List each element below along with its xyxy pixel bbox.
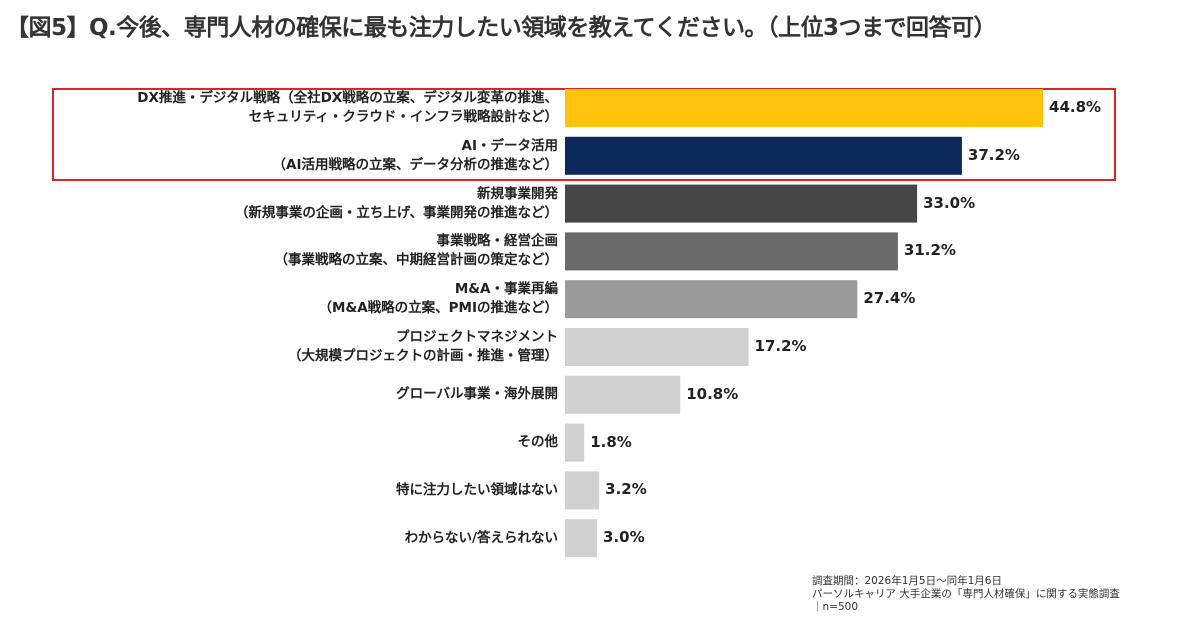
category-label-line: DX推進・デジタル戦略（全社DX戦略の立案、デジタル変革の推進、 (137, 90, 558, 106)
bar (565, 89, 1044, 127)
sample-size: ｜n=500 (812, 601, 858, 613)
category-label: 事業戦略・経営企画 （事業戦略の立案、中期経営計画の策定など） (275, 232, 559, 270)
category-label: その他 (518, 433, 559, 452)
value-label: 37.2% (967, 145, 1020, 164)
chart-title: 【図5】Q.今後、専門人材の確保に最も注力したい領域を教えてください。（上位3つ… (6, 15, 996, 41)
bar (565, 184, 918, 223)
bar (565, 423, 585, 462)
category-label-line: （M&A戦略の立案、PMIの推進など） (318, 300, 558, 317)
category-label: M&A・事業再編 （M&A戦略の立案、PMIの推進など） (318, 280, 558, 318)
bar (565, 375, 681, 414)
category-label-line: M&A・事業再編 (454, 281, 558, 298)
bar (565, 280, 858, 319)
category-label-line: 新規事業開発 (477, 185, 558, 202)
value-label: 31.2% (903, 241, 956, 260)
category-label-line: （大規模プロジェクトの計画・推進・管理） (288, 348, 558, 364)
category-label-line: グローバル事業・海外展開 (396, 386, 558, 403)
value-label: 27.4% (863, 289, 916, 308)
category-label-line: （新規事業の企画・立ち上げ、事業開発の推進など） (234, 204, 558, 221)
value-label: 3.0% (603, 528, 645, 547)
category-label-line: AI・データ活用 (461, 137, 558, 154)
category-label: プロジェクトマネジメント （大規模プロジェクトの計画・推進・管理） (288, 328, 558, 366)
value-label: 1.8% (590, 432, 632, 451)
bar (565, 471, 600, 510)
category-label-line: （事業戦略の立案、中期経営計画の策定など） (274, 252, 559, 269)
category-label-line: （AI活用戦略の立案、データ分析の推進など） (272, 156, 558, 173)
category-label-line: 特に注力したい領域はない (396, 481, 558, 498)
bar (565, 136, 962, 175)
category-label-line: プロジェクトマネジメント (396, 329, 558, 345)
value-label: 44.8% (1049, 98, 1102, 116)
category-label-line: セキュリティ・クラウド・インフラ戦略設計など） (248, 109, 558, 125)
category-label-line: その他 (517, 434, 559, 451)
value-label: 3.2% (605, 480, 647, 499)
value-label: 10.8% (686, 384, 739, 403)
category-label: グローバル事業・海外展開 (396, 385, 558, 404)
bar (565, 519, 598, 558)
category-label: 新規事業開発 （新規事業の企画・立ち上げ、事業開発の推進など） (235, 185, 558, 223)
category-label: DX推進・デジタル戦略（全社DX戦略の立案、デジタル変革の推進、セキュリティ・ク… (137, 89, 558, 127)
bar (565, 328, 749, 366)
bar (565, 232, 898, 271)
value-label: 33.0% (923, 193, 976, 212)
category-label: わからない/答えられない (405, 529, 558, 548)
category-label: 特に注力したい領域はない (396, 481, 558, 500)
survey-period: 調査期間：2026年1月5日～同年1月6日 (812, 575, 1002, 587)
category-label: AI・データ活用 （AI活用戦略の立案、データ分析の推進など） (273, 137, 558, 175)
category-label-line: わからない/答えられない (404, 529, 558, 546)
footer-note: 調査期間：2026年1月5日～同年1月6日 パーソルキャリア 大手企業の「専門人… (812, 575, 1120, 614)
value-label: 17.2% (754, 337, 807, 355)
category-label-line: 事業戦略・経営企画 (436, 233, 559, 250)
survey-source: パーソルキャリア 大手企業の「専門人材確保」に関する実態調査 (812, 588, 1120, 600)
